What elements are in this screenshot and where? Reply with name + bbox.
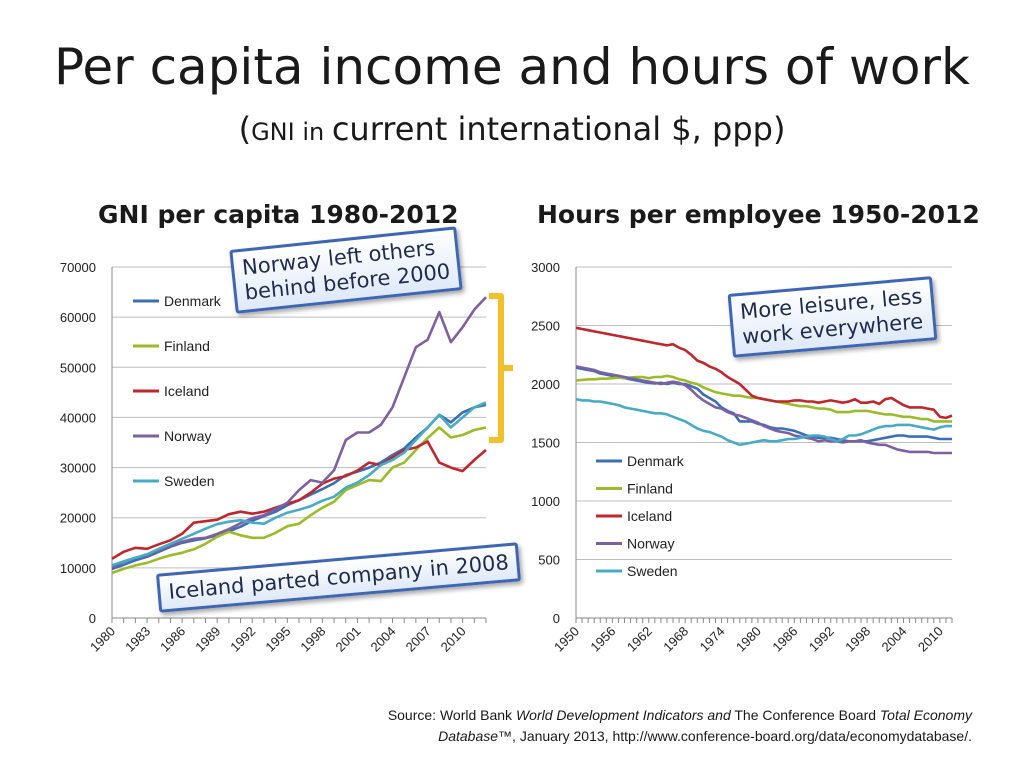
gni-xtick-label: 1989 — [192, 624, 223, 655]
page-subtitle: (GNI in current international $, ppp) — [0, 110, 1024, 148]
subtitle-small: GNI in — [251, 118, 332, 146]
hours-xtick-label: 1962 — [624, 624, 655, 655]
gni-xtick-label: 1995 — [262, 624, 293, 655]
gni-legend-label-norway: Norway — [164, 428, 211, 444]
hours-ytick-label: 0 — [553, 611, 560, 626]
gni-ytick-label: 0 — [89, 611, 96, 626]
hours-series-sweden — [575, 397, 952, 447]
source-prefix: Source: World Bank — [387, 707, 516, 723]
source-ted1: Total Economy — [879, 707, 972, 723]
gni-xtick-label: 1983 — [122, 624, 153, 655]
hours-ytick-label: 1000 — [531, 494, 560, 509]
gni-legend-label-iceland: Iceland — [164, 383, 209, 399]
gni-series-finland — [111, 426, 487, 575]
gni-series-iceland — [111, 440, 487, 560]
hours-xtick-label: 2010 — [915, 624, 946, 655]
hours-xtick-label: 1998 — [842, 624, 873, 655]
hours-xtick-label: 1950 — [551, 624, 582, 655]
gni-series-sweden — [111, 401, 487, 567]
source-mid: The Conference Board — [730, 707, 880, 723]
gni-xtick-label: 1998 — [297, 624, 328, 655]
gni-xtick-label: 2004 — [368, 624, 399, 655]
hours-series-iceland — [575, 326, 953, 420]
hours-legend-label-iceland: Iceland — [627, 508, 672, 524]
gni-xtick-label: 1980 — [87, 624, 118, 655]
hours-xtick-label: 1992 — [806, 624, 837, 655]
hours-xtick-label: 1974 — [697, 624, 728, 655]
hours-ytick-label: 2000 — [531, 377, 560, 392]
gni-ytick-label: 70000 — [60, 260, 96, 275]
hours-legend-label-denmark: Denmark — [627, 453, 685, 469]
bracket-shape — [489, 293, 513, 443]
source-ted2: Database — [438, 728, 499, 744]
subtitle-open: ( — [238, 110, 252, 148]
gni-xtick-label: 2001 — [333, 624, 364, 655]
hours-chart: 0 500 1000 1500 2000 2500 3000 1950 1956 1962 1968… — [531, 260, 953, 655]
hours-ytick-label: 1500 — [531, 436, 560, 451]
gni-ytick-label: 20000 — [60, 511, 96, 526]
subtitle-rest: current international $, ppp) — [331, 110, 786, 148]
hours-legend-label-finland: Finland — [627, 481, 673, 497]
gni-chart: 0 10000 20000 30000 40000 50000 60000 70000 1980… — [60, 260, 487, 655]
hours-legend-label-sweden: Sweden — [627, 563, 678, 579]
chart1-title: GNI per capita 1980-2012 — [98, 200, 459, 229]
hours-legend-label-norway: Norway — [627, 536, 674, 552]
source-wdi: World Development Indicators and — [515, 707, 731, 723]
gni-ytick-label: 40000 — [60, 410, 96, 425]
hours-xtick-label: 1980 — [733, 624, 764, 655]
gni-legend-label-sweden: Sweden — [164, 473, 215, 489]
hours-xtick-label: 2004 — [879, 624, 910, 655]
source-tail: ™, January 2013, http://www.conference-b… — [498, 728, 972, 744]
hours-series-norway — [575, 365, 952, 455]
gni-legend-label-finland: Finland — [164, 338, 210, 354]
gni-ytick-label: 50000 — [60, 360, 96, 375]
chart2-title: Hours per employee 1950-2012 — [537, 200, 980, 229]
hours-xtick-label: 1986 — [769, 624, 800, 655]
gni-ytick-label: 30000 — [60, 461, 96, 476]
source-note: Source: World Bank World Development Ind… — [388, 705, 972, 747]
gni-xtick-label: 1992 — [227, 624, 258, 655]
hours-ytick-label: 500 — [538, 553, 560, 568]
hours-xtick-label: 1968 — [660, 624, 691, 655]
gni-legend-label-denmark: Denmark — [164, 293, 222, 309]
hours-ytick-label: 2500 — [531, 319, 560, 334]
gni-ytick-label: 10000 — [60, 561, 96, 576]
hours-xtick-label: 1956 — [587, 624, 618, 655]
page-title: Per capita income and hours of work — [53, 38, 970, 96]
gni-series-norway — [111, 296, 487, 569]
gni-xtick-label: 1986 — [157, 624, 188, 655]
hours-ytick-label: 3000 — [531, 260, 560, 275]
gni-xtick-label: 2010 — [438, 624, 469, 655]
gni-xtick-label: 2007 — [403, 624, 434, 655]
gni-ytick-label: 60000 — [60, 310, 96, 325]
